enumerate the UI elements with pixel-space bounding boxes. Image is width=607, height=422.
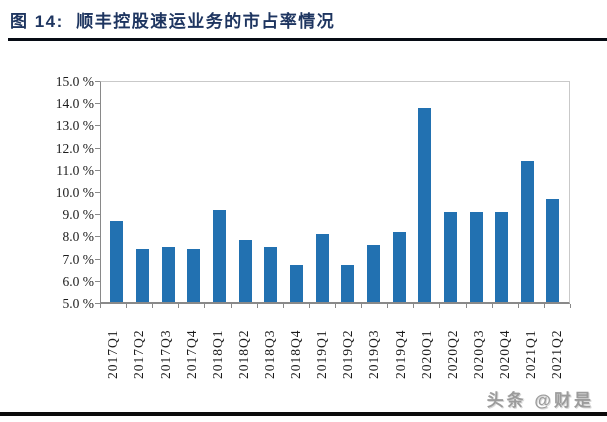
x-tick-mark xyxy=(204,304,205,308)
bar-2018Q4 xyxy=(289,265,303,302)
x-axis: 2017Q1 2017Q2 2017Q3 2017Q4 2018Q1 2018Q2 2018… xyxy=(100,309,570,380)
y-tick-mark xyxy=(95,81,100,82)
x-tick-mark xyxy=(309,304,310,308)
x-tick-label: 2017Q1 xyxy=(105,329,121,380)
y-tick-mark xyxy=(95,280,100,282)
bar-2019Q3 xyxy=(366,245,380,302)
bar-series xyxy=(101,82,569,302)
y-tick-label: 15.0 % xyxy=(55,74,94,89)
bar-2019Q2 xyxy=(341,265,355,302)
y-tick-mark xyxy=(95,169,100,171)
bar-2017Q1 xyxy=(110,221,124,302)
x-tick-label: 2019Q1 xyxy=(314,329,330,380)
x-tick-mark xyxy=(283,304,284,308)
x-tick-mark xyxy=(152,304,153,308)
bar-2020Q2 xyxy=(443,212,457,302)
x-tick-label: 2017Q2 xyxy=(131,329,147,380)
bar-2021Q1 xyxy=(520,161,534,302)
figure-title: 图 14: 顺丰控股速运业务的市占率情况 xyxy=(10,12,336,31)
bar-2018Q1 xyxy=(212,210,226,302)
bar-2019Q4 xyxy=(392,232,406,302)
bar-2017Q3 xyxy=(161,247,175,302)
y-tick-label: 14.0 % xyxy=(55,96,94,112)
bar-2020Q1 xyxy=(418,108,432,302)
x-tick-label: 2021Q2 xyxy=(549,329,565,380)
x-tick-label: 2021Q1 xyxy=(523,329,539,380)
y-tick-label: 10.0 % xyxy=(55,185,94,200)
x-tick-mark xyxy=(387,304,388,308)
y-tick-mark xyxy=(95,147,100,149)
x-tick-label: 2017Q3 xyxy=(157,329,173,380)
bar-2017Q4 xyxy=(187,249,201,302)
x-tick-label: 2020Q1 xyxy=(418,329,434,380)
y-tick-label: 12.0 % xyxy=(55,140,94,156)
x-tick-label: 2020Q3 xyxy=(470,329,486,380)
x-tick-mark xyxy=(413,304,414,308)
y-tick-mark xyxy=(95,103,100,105)
x-tick-label: 2019Q4 xyxy=(392,329,408,380)
x-tick-mark xyxy=(492,304,493,308)
bar-2018Q2 xyxy=(238,240,252,302)
plot-area xyxy=(100,81,570,304)
x-tick-mark xyxy=(570,304,571,308)
x-tick-mark xyxy=(231,304,232,308)
y-tick-mark xyxy=(95,258,100,260)
bottom-divider-line xyxy=(0,412,607,416)
x-tick-label: 2018Q1 xyxy=(209,329,225,380)
x-tick-mark xyxy=(544,304,545,308)
bar-2017Q2 xyxy=(135,249,149,302)
y-tick-mark xyxy=(95,303,100,304)
x-tick-mark xyxy=(178,304,179,308)
y-tick-label: 7.0 % xyxy=(62,251,95,267)
y-tick-label: 8.0 % xyxy=(62,229,95,245)
title-divider-line xyxy=(8,38,607,41)
x-tick-mark xyxy=(439,304,440,308)
y-tick-mark xyxy=(95,192,100,193)
x-tick-mark xyxy=(466,304,467,308)
x-tick-label: 2018Q3 xyxy=(261,329,277,380)
x-tick-label: 2020Q4 xyxy=(496,329,512,380)
bar-2021Q2 xyxy=(546,199,560,302)
x-tick-mark xyxy=(361,304,362,308)
y-tick-label: 5.0 % xyxy=(62,296,95,311)
x-tick-mark xyxy=(518,304,519,308)
x-tick-label: 2019Q2 xyxy=(340,329,356,380)
x-tick-label: 2018Q2 xyxy=(235,329,251,380)
bar-2019Q1 xyxy=(315,234,329,302)
x-tick-mark xyxy=(257,304,258,308)
y-tick-mark xyxy=(95,125,100,127)
y-tick-mark xyxy=(95,236,100,238)
x-tick-label: 2019Q3 xyxy=(366,329,382,380)
y-tick-label: 11.0 % xyxy=(56,162,94,178)
x-tick-mark xyxy=(335,304,336,308)
bar-2018Q3 xyxy=(264,247,278,302)
x-tick-mark xyxy=(100,304,101,308)
y-tick-label: 6.0 % xyxy=(62,273,95,289)
y-tick-mark xyxy=(95,214,100,216)
x-tick-label: 2018Q4 xyxy=(288,329,304,380)
x-tick-mark xyxy=(126,304,127,308)
bar-2020Q4 xyxy=(495,212,509,302)
watermark-text: 头条 @财是 xyxy=(486,391,594,410)
x-tick-label: 2020Q2 xyxy=(444,329,460,380)
x-tick-label: 2017Q4 xyxy=(183,329,199,380)
y-tick-label: 9.0 % xyxy=(62,207,95,223)
bar-2020Q3 xyxy=(469,212,483,302)
y-tick-label: 13.0 % xyxy=(55,118,94,134)
